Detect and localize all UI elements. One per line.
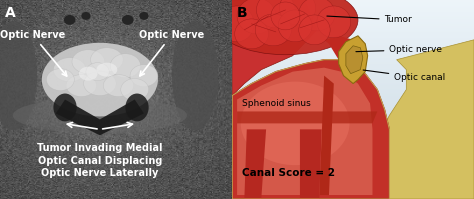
Ellipse shape: [13, 98, 187, 133]
Ellipse shape: [256, 0, 295, 28]
Ellipse shape: [46, 69, 74, 91]
Polygon shape: [338, 36, 368, 84]
Ellipse shape: [91, 48, 123, 72]
Polygon shape: [346, 46, 363, 74]
Ellipse shape: [54, 94, 77, 121]
Ellipse shape: [220, 6, 254, 42]
Polygon shape: [56, 100, 144, 135]
Text: Optic Nerve: Optic Nerve: [0, 30, 67, 76]
Circle shape: [82, 12, 91, 20]
Polygon shape: [232, 60, 389, 199]
Ellipse shape: [172, 21, 219, 130]
Ellipse shape: [126, 94, 149, 121]
Text: A: A: [5, 6, 15, 20]
Polygon shape: [300, 129, 322, 199]
Ellipse shape: [42, 43, 158, 116]
Text: B: B: [237, 6, 248, 20]
Ellipse shape: [83, 72, 116, 96]
Circle shape: [139, 12, 149, 20]
Polygon shape: [324, 36, 358, 70]
Ellipse shape: [299, 0, 335, 31]
Ellipse shape: [255, 14, 292, 46]
Polygon shape: [237, 111, 377, 123]
Ellipse shape: [72, 50, 104, 74]
Ellipse shape: [237, 0, 276, 34]
Ellipse shape: [54, 58, 86, 82]
Ellipse shape: [0, 21, 37, 130]
Circle shape: [64, 15, 75, 25]
Ellipse shape: [241, 82, 349, 165]
Circle shape: [122, 15, 134, 25]
Ellipse shape: [235, 19, 268, 49]
Text: Tumor: Tumor: [327, 15, 412, 24]
Polygon shape: [237, 68, 373, 195]
Text: Optic nerve: Optic nerve: [356, 45, 442, 54]
Polygon shape: [232, 0, 317, 96]
Ellipse shape: [271, 2, 300, 30]
Ellipse shape: [121, 79, 149, 100]
Ellipse shape: [96, 63, 117, 77]
Ellipse shape: [130, 65, 158, 87]
Text: Tumor Invading Medial
Optic Canal Displacing
Optic Nerve Laterally: Tumor Invading Medial Optic Canal Displa…: [37, 143, 163, 178]
Ellipse shape: [299, 15, 330, 45]
Ellipse shape: [213, 0, 358, 55]
Ellipse shape: [279, 0, 316, 25]
Text: Optic canal: Optic canal: [363, 70, 446, 82]
Ellipse shape: [86, 63, 109, 81]
Ellipse shape: [278, 10, 312, 42]
Ellipse shape: [317, 6, 351, 38]
Ellipse shape: [79, 67, 98, 81]
Polygon shape: [377, 40, 474, 199]
Ellipse shape: [103, 75, 134, 97]
Ellipse shape: [66, 75, 96, 97]
Text: Optic Nerve: Optic Nerve: [139, 30, 204, 76]
Polygon shape: [245, 129, 266, 199]
Polygon shape: [319, 76, 334, 195]
Ellipse shape: [110, 54, 140, 78]
Text: Canal Score = 2: Canal Score = 2: [242, 168, 335, 178]
Text: Sphenoid sinus: Sphenoid sinus: [242, 99, 310, 108]
